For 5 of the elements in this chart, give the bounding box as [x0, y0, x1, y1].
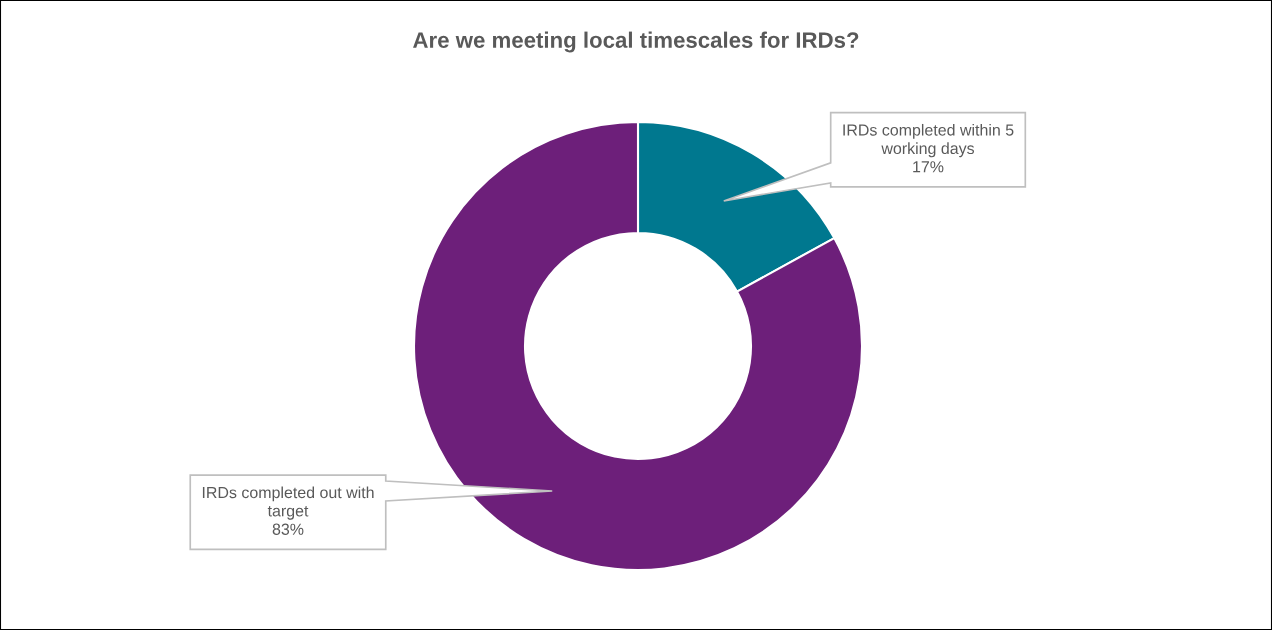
data-label: 17% — [913, 161, 944, 173]
slice-label: IRDs completed within 5 working days — [843, 123, 1014, 158]
slice-label: IRDs completed out with target — [202, 486, 374, 520]
data-label: 83% — [272, 523, 304, 535]
chart-title: Are we meeting local timescales for IRDs? — [413, 31, 859, 53]
